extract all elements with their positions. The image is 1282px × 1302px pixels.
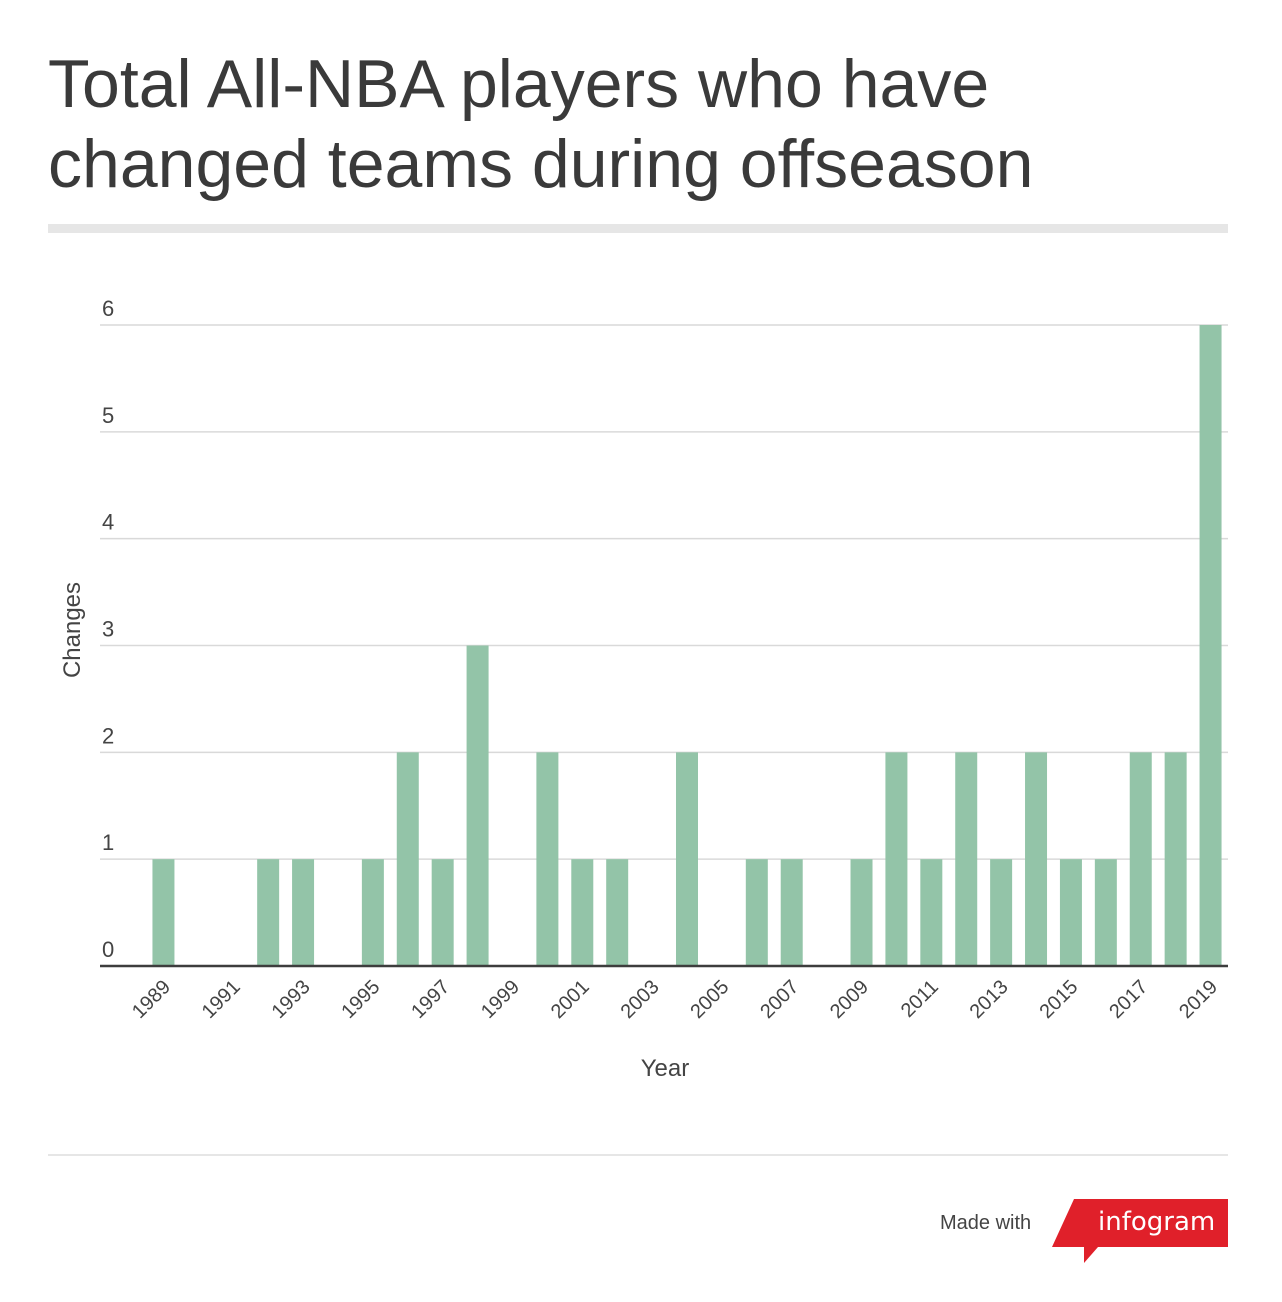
x-tick-label: 2015	[1035, 976, 1082, 1023]
x-tick-label: 2007	[756, 976, 803, 1023]
infogram-logo-text: infogram	[1098, 1207, 1216, 1237]
bar-2007	[780, 859, 803, 966]
bar-2019	[1199, 325, 1222, 966]
bar-2012	[955, 752, 978, 966]
y-tick-label: 1	[102, 830, 114, 855]
bar-2009	[850, 859, 873, 966]
infogram-logo-shape	[1052, 1199, 1228, 1263]
bar-1989	[152, 859, 175, 966]
footer-divider	[48, 1154, 1228, 1156]
bar-1992	[257, 859, 280, 966]
bar-2004	[676, 752, 698, 966]
y-tick-label: 3	[102, 617, 114, 642]
x-axis-title: Year	[641, 1055, 690, 1082]
y-tick-label: 2	[102, 723, 114, 748]
made-with-label: Made with	[940, 1212, 1032, 1234]
bar-1997	[431, 859, 454, 966]
bar-2018	[1164, 752, 1187, 966]
y-tick-label: 5	[102, 403, 114, 428]
y-tick-label: 0	[102, 937, 114, 962]
x-tick-label: 2019	[1175, 976, 1222, 1023]
bar-2001	[571, 859, 594, 966]
bar-2016	[1094, 859, 1117, 966]
y-axis-title: Changes	[59, 582, 86, 678]
y-tick-label: 4	[102, 510, 114, 535]
bar-2006	[745, 859, 768, 966]
x-tick-label: 1989	[128, 976, 175, 1023]
x-tick-label: 1995	[337, 976, 384, 1023]
bar-2010	[885, 752, 908, 966]
chart-title-line-2: changed teams during offseason	[48, 126, 1034, 202]
y-tick-label: 6	[102, 296, 114, 321]
x-tick-label: 2003	[617, 976, 664, 1023]
x-tick-label: 1999	[477, 976, 524, 1023]
bar-2015	[1059, 859, 1082, 966]
x-tick-label: 1997	[407, 976, 454, 1023]
x-tick-label: 2017	[1105, 976, 1152, 1023]
x-tick-label: 2001	[547, 976, 594, 1023]
bar-2014	[1025, 752, 1048, 966]
bar-2017	[1129, 752, 1152, 966]
x-tick-label: 2009	[826, 976, 873, 1023]
bar-1998	[466, 645, 489, 966]
bar-2000	[536, 752, 559, 966]
bar-2011	[920, 859, 943, 966]
infogram-logo[interactable]: infogram	[1052, 1199, 1228, 1263]
x-tick-label: 2011	[897, 976, 943, 1022]
bar-2013	[990, 859, 1013, 966]
bar-1995	[361, 859, 384, 966]
x-tick-label: 1993	[268, 976, 315, 1023]
chart-title: Total All-NBA players who have changed t…	[48, 44, 1238, 204]
bar-1993	[292, 859, 315, 966]
bar-chart: 0 1 2 3 4 5 6 1989 1991 1993 1995 1997 1999 2001 2003 2…	[59, 296, 1228, 1082]
title-divider	[48, 224, 1228, 233]
x-tick-label: 1991	[198, 976, 245, 1023]
x-tick-label: 2005	[686, 976, 733, 1023]
bar-2002	[606, 859, 629, 966]
chart-title-line-1: Total All-NBA players who have	[48, 46, 990, 122]
x-tick-label: 2013	[966, 976, 1013, 1023]
bar-1996	[396, 752, 419, 966]
